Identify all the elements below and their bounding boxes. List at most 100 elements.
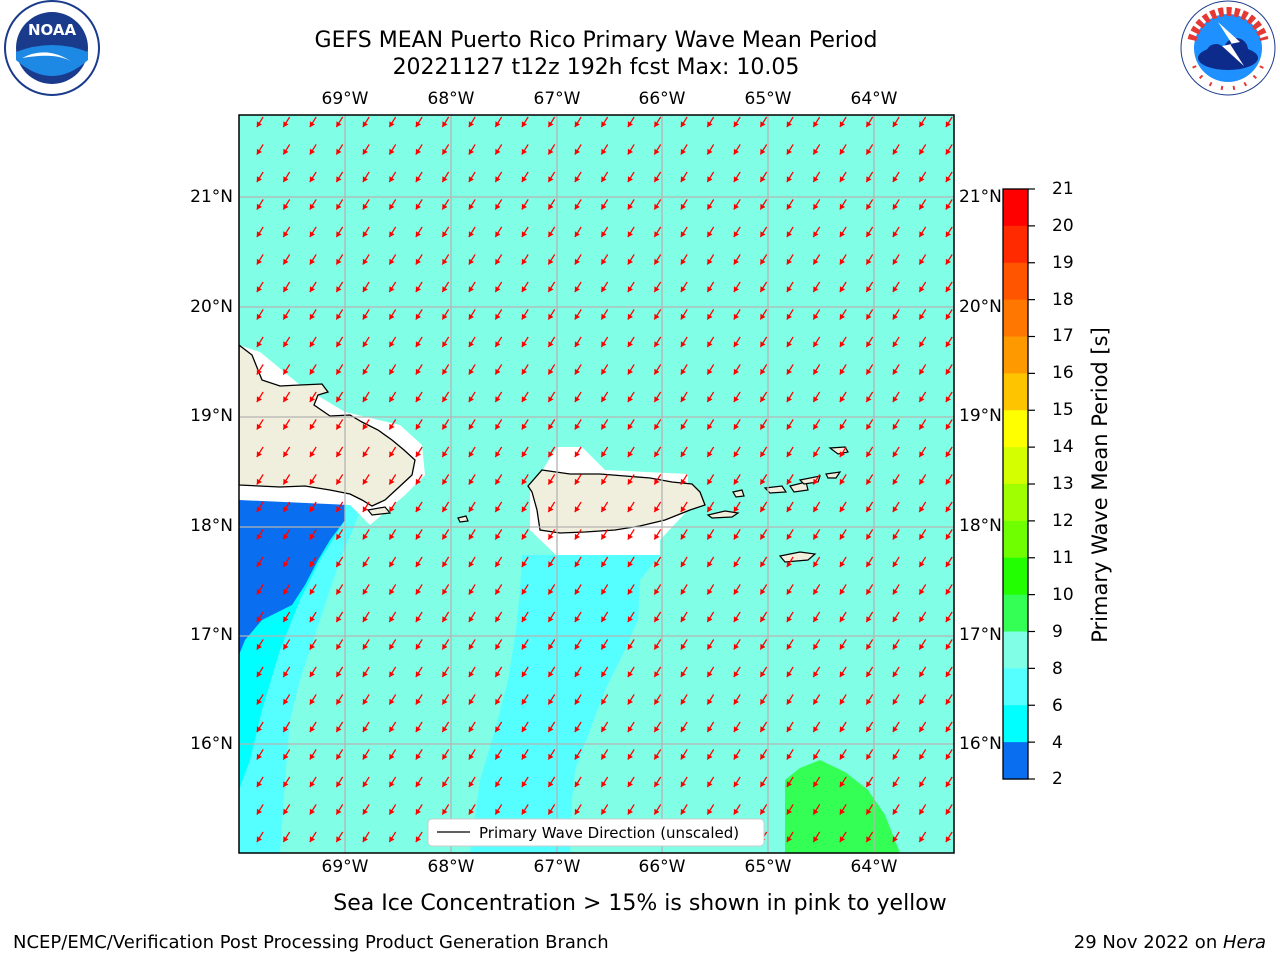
wave-arrow — [653, 666, 662, 678]
wave-arrow — [256, 501, 264, 513]
wave-arrow — [918, 556, 927, 568]
wave-arrow — [282, 639, 291, 650]
wave-arrow — [574, 171, 582, 183]
wave-arrow — [839, 144, 847, 155]
wave-arrow — [865, 336, 874, 348]
wave-arrow — [600, 171, 609, 183]
wave-arrow — [494, 226, 503, 238]
wave-arrow — [812, 116, 821, 128]
wave-arrow — [441, 529, 450, 540]
wave-arrow — [653, 556, 662, 568]
wave-arrow — [415, 281, 423, 293]
wave-arrow — [759, 391, 768, 403]
wave-arrow — [759, 529, 768, 540]
wave-arrow — [892, 391, 900, 403]
wave-arrow — [415, 171, 423, 183]
wave-arrow — [335, 611, 344, 623]
colorbar-tick: 20 — [1052, 216, 1074, 236]
wave-arrow — [309, 336, 317, 348]
wave-arrow — [865, 391, 874, 403]
wave-arrow — [441, 144, 450, 155]
wave-arrow — [441, 556, 450, 568]
lat-label: 16°N — [959, 734, 1002, 754]
wave-arrow — [918, 474, 927, 485]
wave-arrow — [945, 529, 953, 540]
wave-arrow — [733, 336, 741, 348]
wave-arrow — [865, 281, 874, 293]
map-field — [239, 115, 954, 853]
wave-arrow — [706, 804, 715, 815]
wave-arrow — [388, 391, 397, 403]
wave-arrow — [521, 474, 529, 485]
wave-arrow — [388, 364, 397, 375]
wave-arrow — [441, 419, 450, 430]
footer-date: 29 Nov 2022 on Hera — [1074, 932, 1266, 953]
wave-arrow — [468, 694, 476, 705]
wave-arrow — [362, 749, 370, 760]
wave-arrow — [415, 776, 423, 788]
wave-arrow — [892, 776, 900, 788]
wave-arrow — [256, 776, 264, 788]
wave-arrow — [759, 584, 768, 595]
wave-arrow — [335, 254, 344, 265]
wave-arrow — [627, 749, 635, 760]
wave-arrow — [733, 226, 741, 238]
wave-arrow — [441, 391, 450, 403]
wave-arrow — [547, 501, 556, 513]
wave-arrow — [256, 419, 264, 430]
wave-arrow — [786, 171, 794, 183]
wave-arrow — [468, 556, 476, 568]
wave-arrow — [282, 446, 291, 458]
wave-arrow — [494, 391, 503, 403]
wave-arrow — [812, 776, 821, 788]
wave-arrow — [309, 501, 317, 513]
wave-arrow — [786, 776, 794, 788]
wave-arrow — [653, 419, 662, 430]
colorbar-swatch — [1003, 705, 1028, 743]
wave-arrow — [468, 309, 476, 320]
land-vieques — [706, 510, 740, 519]
wave-arrow — [706, 144, 715, 155]
wave-arrow — [494, 694, 503, 705]
wave-arrow — [812, 694, 821, 705]
wave-arrow — [335, 474, 344, 485]
wave-arrow — [918, 391, 927, 403]
wave-arrow — [653, 804, 662, 815]
wave-arrow — [892, 804, 900, 815]
wave-arrow — [812, 281, 821, 293]
wave-arrow — [812, 446, 821, 458]
wave-arrow — [468, 281, 476, 293]
wave-arrow — [574, 254, 582, 265]
wave-arrow — [415, 529, 423, 540]
wave-arrow — [335, 391, 344, 403]
wave-arrow — [335, 199, 344, 210]
wave-arrow — [865, 529, 874, 540]
wave-arrow — [600, 391, 609, 403]
wave-arrow — [362, 831, 370, 843]
colorbar-swatch — [1003, 262, 1028, 301]
wave-arrow — [494, 171, 503, 183]
wave-arrow — [918, 666, 927, 678]
wave-arrow — [547, 254, 556, 265]
wave-arrow — [388, 309, 397, 320]
colorbar-swatch — [1003, 336, 1028, 374]
wave-arrow — [547, 529, 556, 540]
wave-arrow — [733, 391, 741, 403]
colorbar-swatch — [1003, 520, 1028, 559]
wave-arrow — [388, 831, 397, 843]
wave-arrow — [362, 254, 370, 265]
wave-arrow — [547, 391, 556, 403]
wave-arrow — [865, 364, 874, 375]
wave-arrow — [521, 501, 529, 513]
lon-label: 69°W — [321, 857, 369, 877]
wave-arrow — [256, 144, 264, 155]
wave-arrow — [574, 501, 582, 513]
wave-arrow — [653, 639, 662, 650]
wave-arrow — [362, 391, 370, 403]
wave-arrow — [282, 556, 291, 568]
lon-label: 68°W — [427, 89, 475, 109]
wave-arrow — [653, 776, 662, 788]
wave-arrow — [256, 584, 264, 595]
wave-arrow — [574, 199, 582, 210]
wave-arrow — [733, 804, 741, 815]
